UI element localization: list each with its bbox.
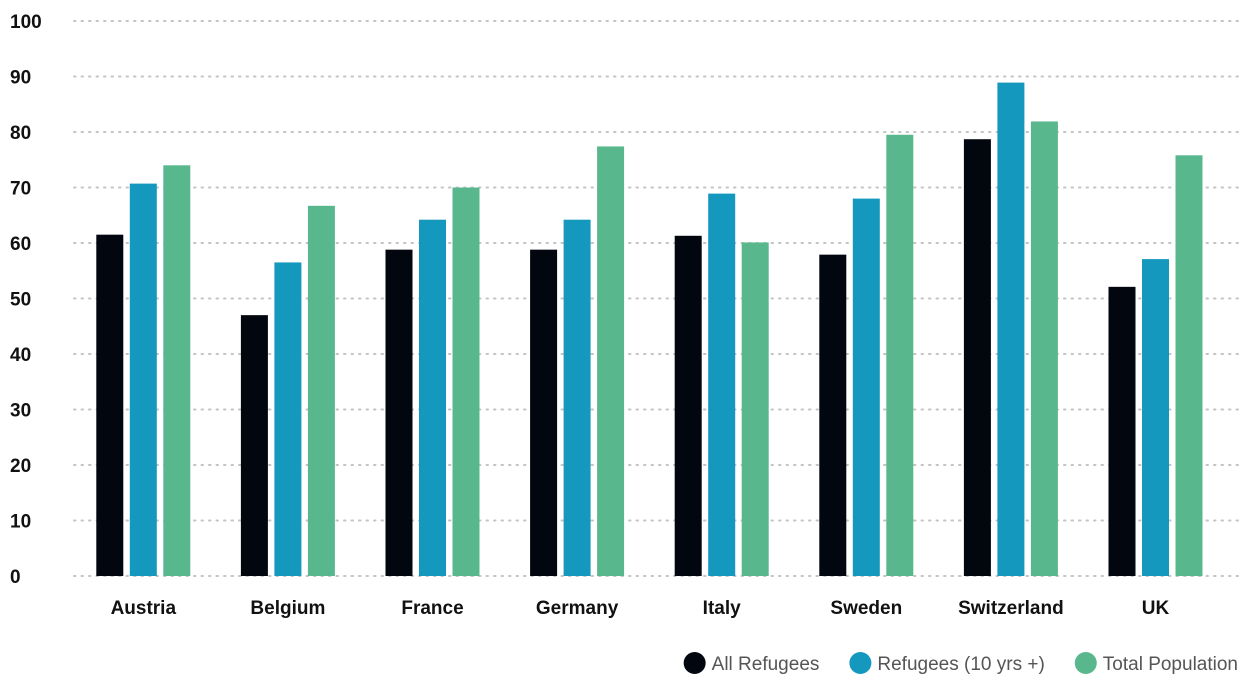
bar-austria-series-2 (163, 165, 191, 577)
y-tick-label: 100 (10, 12, 42, 33)
x-tick-label: Belgium (250, 598, 325, 619)
bar-switzerland-series-2 (1030, 121, 1058, 576)
bar-sweden-series-0 (819, 254, 847, 576)
bar-belgium-series-0 (240, 315, 268, 576)
bar-switzerland-series-0 (963, 139, 991, 576)
y-tick-label: 50 (10, 290, 31, 311)
x-tick-label: Austria (111, 598, 177, 619)
bar-austria-series-0 (96, 234, 124, 577)
x-tick-label: Sweden (830, 598, 902, 619)
bar-belgium-series-1 (274, 262, 302, 576)
bar-italy-series-0 (674, 235, 702, 576)
y-tick-label: 20 (10, 456, 31, 477)
y-tick-label: 0 (10, 567, 21, 588)
legend-label: Total Population (1103, 654, 1238, 675)
x-tick-label: Italy (703, 598, 741, 619)
bar-italy-series-1 (708, 193, 736, 577)
bar-belgium-series-2 (307, 205, 335, 576)
y-tick-label: 70 (10, 179, 31, 200)
x-tick-label: France (401, 598, 463, 619)
bar-uk-series-0 (1108, 286, 1136, 576)
bar-uk-series-2 (1175, 155, 1203, 576)
x-tick-label: Germany (536, 598, 619, 619)
y-tick-label: 80 (10, 123, 31, 144)
bar-sweden-series-2 (886, 134, 914, 576)
bar-germany-series-1 (563, 219, 591, 576)
y-tick-label: 90 (10, 68, 31, 89)
legend-marker (1074, 652, 1097, 674)
bar-france-series-0 (385, 249, 413, 576)
y-axis-ticks: 0 10 20 30 40 50 60 70 80 90 100 (10, 12, 42, 588)
bar-france-series-1 (419, 219, 446, 576)
bar-france-series-2 (452, 187, 480, 576)
bar-germany-series-2 (597, 146, 625, 576)
bar-italy-series-2 (741, 242, 769, 576)
bar-sweden-series-1 (852, 198, 880, 576)
legend: All Refugees Refugees (10 yrs +) Total Pop… (683, 652, 1238, 675)
legend-marker (683, 652, 706, 674)
y-tick-label: 10 (10, 512, 31, 533)
x-axis-labels: Austria Belgium France Germany Italy Sweden Sw… (111, 598, 1170, 619)
y-tick-label: 40 (10, 345, 31, 366)
bar-uk-series-1 (1142, 259, 1169, 576)
x-tick-label: Switzerland (958, 598, 1064, 619)
y-tick-label: 30 (10, 401, 31, 422)
y-tick-label: 60 (10, 234, 31, 255)
bar-switzerland-series-1 (997, 82, 1025, 576)
legend-marker (849, 652, 872, 674)
bars (96, 82, 1203, 577)
legend-label: All Refugees (712, 654, 820, 675)
legend-label: Refugees (10 yrs +) (877, 654, 1044, 675)
bar-germany-series-0 (530, 249, 558, 576)
bar-austria-series-1 (129, 183, 157, 577)
gridlines (73, 20, 1241, 577)
x-tick-label: UK (1142, 598, 1170, 619)
